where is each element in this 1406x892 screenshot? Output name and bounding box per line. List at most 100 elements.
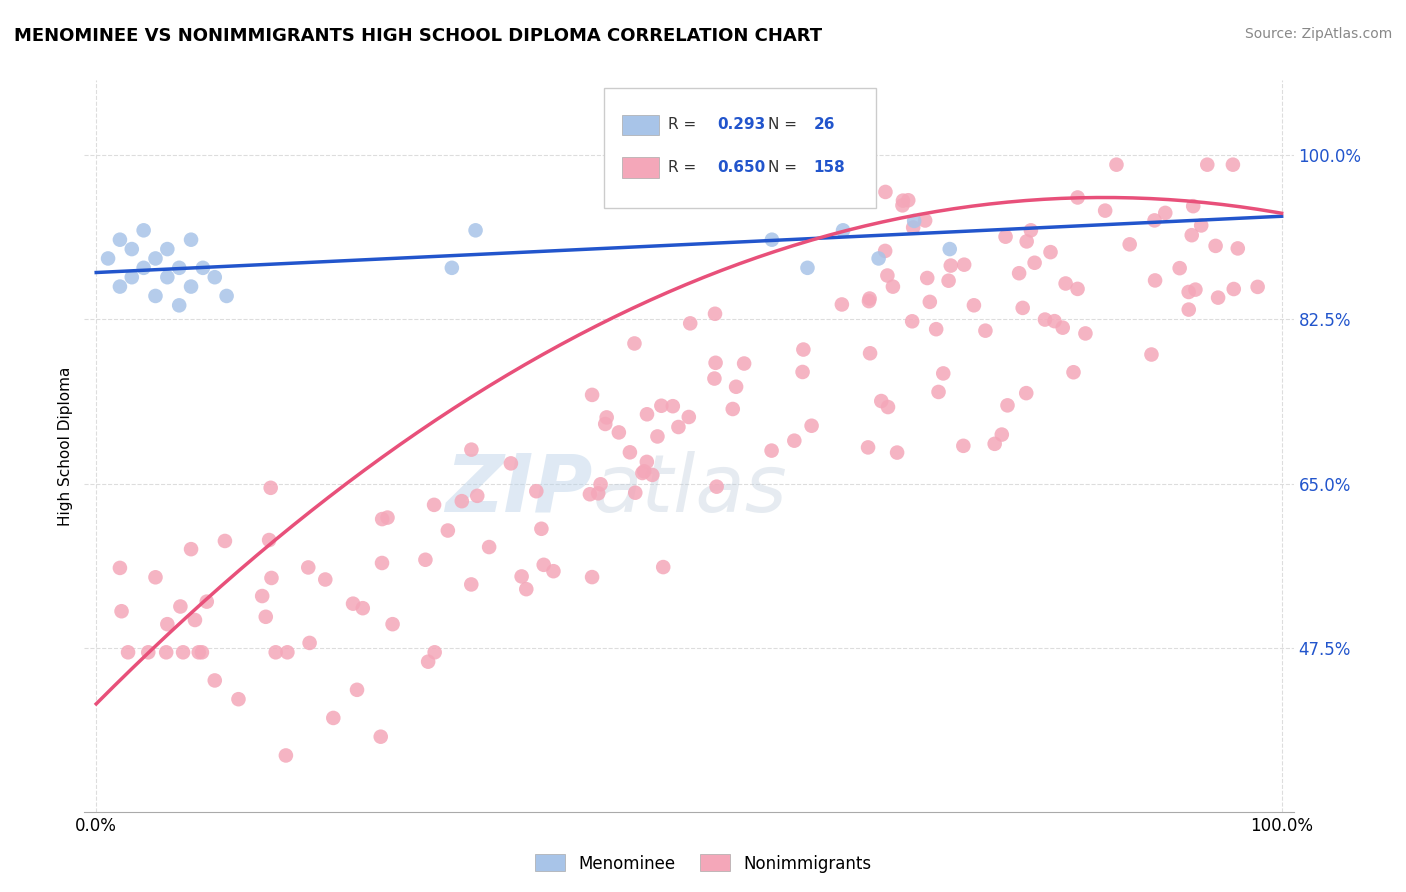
Point xyxy=(589,477,612,491)
Point xyxy=(792,343,814,357)
Point xyxy=(108,279,131,293)
Point xyxy=(721,402,744,417)
Point xyxy=(191,260,214,275)
Text: 0.293: 0.293 xyxy=(717,118,765,132)
Point xyxy=(652,560,675,574)
Point xyxy=(371,512,394,526)
Text: MENOMINEE VS NONIMMIGRANTS HIGH SCHOOL DIPLOMA CORRELATION CHART: MENOMINEE VS NONIMMIGRANTS HIGH SCHOOL D… xyxy=(14,27,823,45)
Point xyxy=(925,322,948,336)
Point xyxy=(1182,199,1205,213)
Legend: Menominee, Nonimmigrants: Menominee, Nonimmigrants xyxy=(527,847,879,880)
Point xyxy=(204,270,226,285)
Point xyxy=(314,573,336,587)
Point xyxy=(761,233,783,247)
Point xyxy=(260,481,283,495)
Point xyxy=(1011,301,1033,315)
Text: 0.650: 0.650 xyxy=(717,160,765,175)
Point xyxy=(783,434,806,448)
Point xyxy=(1052,320,1074,334)
Text: R =: R = xyxy=(668,118,702,132)
Point xyxy=(121,242,143,256)
Point xyxy=(886,445,908,459)
Point xyxy=(274,748,297,763)
Point xyxy=(641,467,664,482)
Point xyxy=(450,494,472,508)
Point xyxy=(704,307,727,321)
Point xyxy=(1177,302,1199,317)
Point xyxy=(733,357,755,371)
Point xyxy=(725,380,748,394)
Point xyxy=(108,561,131,575)
Point xyxy=(510,569,533,583)
Point xyxy=(868,252,890,266)
Text: 26: 26 xyxy=(814,118,835,132)
Point xyxy=(1222,282,1244,296)
Point xyxy=(264,645,287,659)
Point xyxy=(1189,219,1212,233)
Point xyxy=(156,270,179,285)
Point xyxy=(167,298,190,312)
Point xyxy=(260,571,283,585)
Point xyxy=(1054,277,1077,291)
Point xyxy=(1033,312,1056,326)
Point xyxy=(761,443,783,458)
Point xyxy=(352,601,374,615)
Point xyxy=(870,394,893,409)
Point xyxy=(938,242,960,256)
Point xyxy=(342,597,364,611)
Point xyxy=(250,589,273,603)
Point xyxy=(381,617,404,632)
Text: N =: N = xyxy=(768,118,801,132)
Point xyxy=(1184,283,1206,297)
Point xyxy=(891,194,914,208)
Point xyxy=(145,289,167,303)
Point xyxy=(204,673,226,688)
FancyBboxPatch shape xyxy=(623,157,659,178)
Point xyxy=(1015,235,1038,249)
Point xyxy=(915,271,938,285)
Point xyxy=(633,464,655,478)
Point xyxy=(132,223,155,237)
Point xyxy=(704,356,727,370)
Point xyxy=(1144,273,1167,287)
Point xyxy=(1015,386,1038,401)
Point xyxy=(108,233,131,247)
Point xyxy=(524,484,547,499)
Point xyxy=(440,260,463,275)
Point xyxy=(858,294,880,309)
Point xyxy=(464,223,486,237)
Point xyxy=(136,645,159,659)
Point xyxy=(991,427,1014,442)
Point xyxy=(1118,237,1140,252)
Point xyxy=(257,533,280,547)
Point xyxy=(322,711,344,725)
Point xyxy=(169,599,191,614)
Point xyxy=(1008,266,1031,280)
Point xyxy=(184,613,207,627)
Point xyxy=(1226,241,1249,255)
Text: ZIP: ZIP xyxy=(444,450,592,529)
Point xyxy=(579,487,602,501)
Point xyxy=(132,260,155,275)
Point xyxy=(1222,158,1244,172)
Point xyxy=(875,244,897,258)
Point xyxy=(619,445,641,459)
Point xyxy=(858,292,880,306)
Point xyxy=(121,270,143,285)
Point xyxy=(214,533,236,548)
Point xyxy=(706,480,728,494)
Point xyxy=(1066,282,1088,296)
Point xyxy=(928,384,950,399)
Point xyxy=(636,455,658,469)
Point xyxy=(156,242,179,256)
Point xyxy=(370,730,392,744)
Point xyxy=(1206,291,1229,305)
Point xyxy=(662,399,685,413)
Point xyxy=(832,223,855,237)
Point xyxy=(191,645,214,659)
Point xyxy=(581,388,603,402)
Point xyxy=(156,617,179,632)
Point xyxy=(668,420,690,434)
Point xyxy=(586,486,609,500)
Point xyxy=(997,398,1019,412)
